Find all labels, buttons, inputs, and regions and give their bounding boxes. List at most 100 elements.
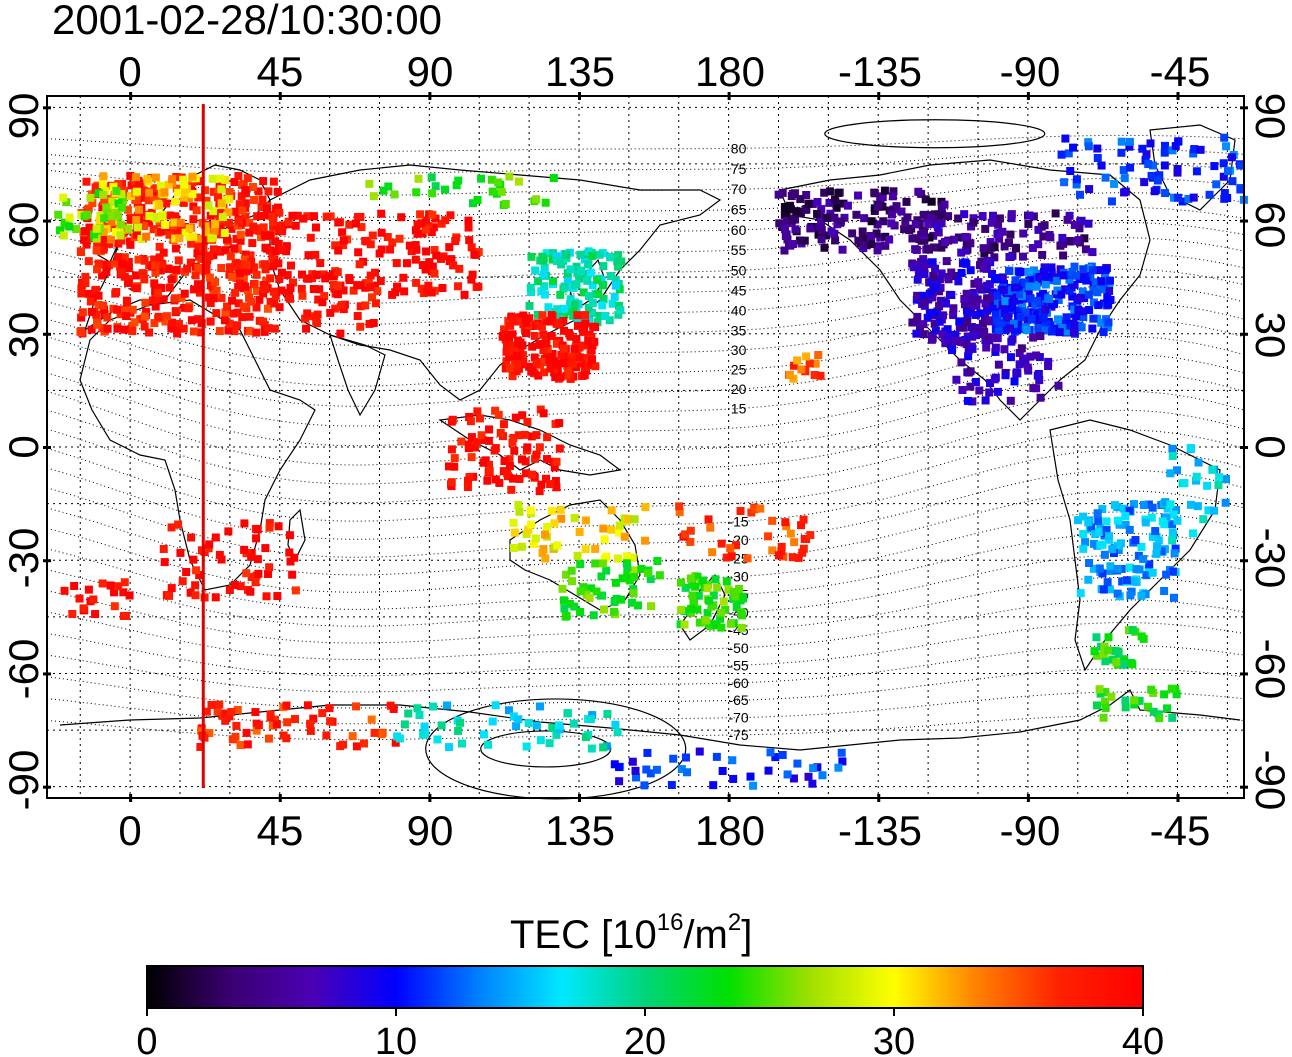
tec-point <box>165 283 174 292</box>
tec-point <box>309 212 318 221</box>
tec-point <box>211 220 220 229</box>
tec-point <box>947 268 956 277</box>
tec-point <box>260 260 269 269</box>
tec-point <box>211 277 220 286</box>
tec-point <box>356 322 365 331</box>
tec-point <box>202 260 211 269</box>
tec-point <box>225 712 234 721</box>
tec-point <box>644 569 653 578</box>
tec-point <box>552 483 561 492</box>
tec-point <box>213 707 222 716</box>
tec-point <box>993 291 1002 300</box>
tec-point <box>275 303 284 312</box>
tec-point <box>914 187 923 196</box>
tec-point <box>983 306 992 315</box>
tec-point <box>83 210 92 219</box>
tec-point <box>1076 217 1085 226</box>
tec-point <box>838 245 847 254</box>
tec-point <box>1141 155 1150 164</box>
tec-point <box>509 543 518 552</box>
tec-point <box>1147 513 1156 522</box>
tec-point <box>948 346 957 355</box>
tec-point <box>1223 167 1232 176</box>
tec-point <box>716 614 725 623</box>
tec-point <box>384 182 393 191</box>
tec-point <box>113 305 122 314</box>
tec-point <box>194 241 203 250</box>
tec-point <box>1004 239 1013 248</box>
tec-point <box>234 171 243 180</box>
tec-point <box>241 212 250 221</box>
tec-point <box>1125 137 1134 146</box>
tec-point <box>501 199 510 208</box>
tec-point <box>1006 396 1015 405</box>
tec-point <box>174 256 183 265</box>
tec-point <box>113 324 122 333</box>
tec-point <box>220 316 229 325</box>
lon-label-top: -45 <box>1150 48 1211 95</box>
tec-point <box>100 214 109 223</box>
tec-point <box>100 260 109 269</box>
tec-point <box>523 443 532 452</box>
tec-point <box>1012 325 1021 334</box>
tec-point <box>1079 265 1088 274</box>
tec-point <box>540 290 549 299</box>
tec-point <box>1059 251 1068 260</box>
tec-point <box>496 428 505 437</box>
tec-point <box>1044 362 1053 371</box>
tec-point <box>80 232 89 241</box>
tec-point <box>1097 285 1106 294</box>
tec-point <box>588 341 597 350</box>
tec-point <box>951 337 960 346</box>
tec-point <box>1026 308 1035 317</box>
tec-point <box>240 519 249 528</box>
tec-point <box>624 515 633 524</box>
tec-point <box>880 186 889 195</box>
lat-tick-left <box>43 559 51 563</box>
tec-point <box>564 366 573 375</box>
tec-point <box>1004 287 1013 296</box>
tec-point <box>1060 285 1069 294</box>
tec-point <box>467 453 476 462</box>
magnetic-lat-label: 45 <box>731 282 747 298</box>
tec-point <box>498 331 507 340</box>
tec-point <box>556 505 565 514</box>
lon-tick-top <box>1026 92 1030 100</box>
tec-point <box>1162 570 1171 579</box>
tec-point <box>1169 593 1178 602</box>
lat-tick-left <box>43 785 51 789</box>
tec-point <box>433 735 442 744</box>
tec-point <box>194 193 203 202</box>
tec-point <box>1040 263 1049 272</box>
tec-point <box>1236 161 1245 170</box>
tec-point <box>112 288 121 297</box>
tec-point <box>918 228 927 237</box>
tec-point <box>391 288 400 297</box>
tec-point <box>472 437 481 446</box>
tec-point <box>548 349 557 358</box>
tec-point <box>132 215 141 224</box>
tec-point <box>271 247 280 256</box>
tec-point <box>981 396 990 405</box>
tec-point <box>572 262 581 271</box>
tec-point <box>900 225 909 234</box>
tec-point <box>615 777 624 786</box>
tec-point <box>764 766 773 775</box>
tec-point <box>1103 323 1112 332</box>
tec-point <box>508 474 517 483</box>
tec-point <box>976 309 985 318</box>
tec-point <box>825 198 834 207</box>
tec-point <box>248 239 257 248</box>
tec-point <box>539 254 548 263</box>
tec-point <box>928 258 937 267</box>
tec-point <box>559 304 568 313</box>
tec-point <box>949 311 958 320</box>
tec-point <box>969 214 978 223</box>
tec-point <box>541 554 550 563</box>
tec-point <box>1036 393 1045 402</box>
tec-point <box>1033 371 1042 380</box>
tec-point <box>488 187 497 196</box>
tec-point <box>379 186 388 195</box>
tec-point <box>631 766 640 775</box>
tec-point <box>1068 292 1077 301</box>
